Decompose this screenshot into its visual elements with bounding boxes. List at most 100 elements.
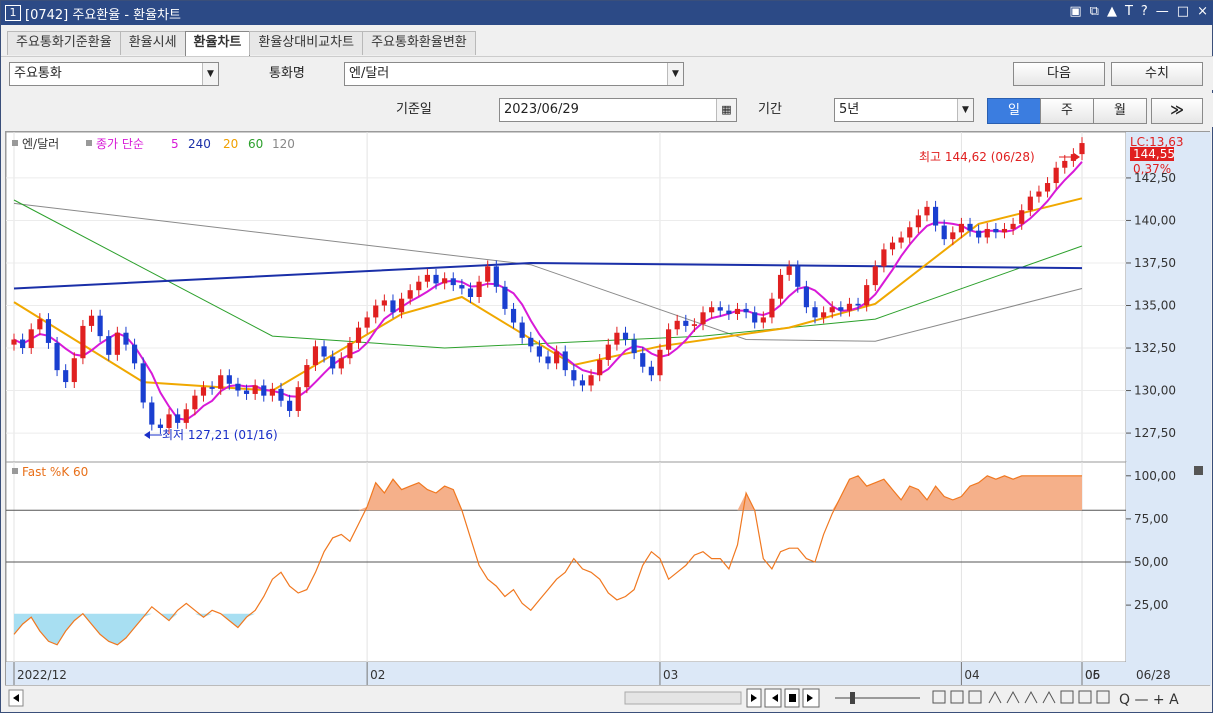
pitchfork-icon[interactable] bbox=[1042, 690, 1056, 704]
low-arrow-head-icon bbox=[144, 431, 150, 439]
value-button[interactable]: 수치 bbox=[1111, 62, 1203, 86]
candle-body bbox=[519, 322, 525, 338]
currency-select-value: 엔/달러 bbox=[349, 66, 390, 81]
tab-major-base-rate[interactable]: 주요통화기준환율 bbox=[7, 31, 121, 55]
chart-svg[interactable]: 142,50 140,00 137,50 135,00 132,50 130,00 127,… bbox=[5, 131, 1211, 686]
trendline-icon[interactable] bbox=[988, 690, 1002, 704]
candle-body bbox=[648, 366, 654, 376]
popout-icon[interactable]: ⧉ bbox=[1089, 4, 1099, 19]
minimize-button[interactable]: — bbox=[1155, 4, 1169, 19]
base-date-input[interactable]: 2023/06/29 ▦ bbox=[499, 98, 737, 122]
oscillator-tick-label: 75,00 bbox=[1134, 512, 1168, 526]
zoom-tools[interactable]: Q — + A bbox=[1119, 692, 1179, 708]
price-axis-bg bbox=[1126, 132, 1211, 462]
horizontal-scrollbar[interactable] bbox=[624, 691, 742, 705]
tab-rate-converter[interactable]: 주요통화환율변환 bbox=[362, 31, 476, 55]
candle-body bbox=[235, 383, 241, 391]
font-button[interactable]: T bbox=[1124, 4, 1133, 19]
oscillator-tick-label: 50,00 bbox=[1134, 555, 1168, 569]
arrow-left-icon bbox=[13, 694, 19, 702]
candle-body bbox=[424, 274, 431, 282]
erase-icon[interactable] bbox=[1060, 690, 1074, 704]
candle-body bbox=[467, 288, 474, 297]
overbought-fill bbox=[14, 475, 1082, 511]
candle-body bbox=[881, 249, 887, 267]
calendar-icon[interactable]: ▦ bbox=[716, 99, 736, 121]
candle-body bbox=[278, 388, 284, 401]
current-price: 144,55 bbox=[1133, 147, 1175, 161]
next-button[interactable]: 다음 bbox=[1013, 62, 1105, 86]
selector-row: 주요통화 ▼ 통화명 엔/달러 ▼ 다음 수치 bbox=[1, 56, 1213, 90]
chart-area[interactable]: 142,50 140,00 137,50 135,00 132,50 130,00 127,… bbox=[5, 131, 1211, 686]
period-label: 기간 bbox=[758, 102, 782, 117]
currency-select[interactable]: 엔/달러 ▼ bbox=[344, 62, 684, 86]
candles bbox=[11, 137, 1085, 434]
maximize-button[interactable]: □ bbox=[1176, 4, 1190, 19]
restore-icon[interactable]: ▣ bbox=[1069, 4, 1082, 19]
chevron-down-icon[interactable]: ▼ bbox=[957, 99, 973, 121]
chevron-down-icon[interactable]: ▼ bbox=[202, 63, 218, 85]
candle-body bbox=[915, 215, 921, 228]
legend-avg-label: 종가 단순 bbox=[96, 137, 144, 151]
candle-body bbox=[450, 278, 456, 286]
high-arrow-head-icon bbox=[1074, 153, 1080, 161]
candle-body bbox=[1044, 183, 1051, 192]
legend-period-240: 240 bbox=[188, 137, 211, 151]
candle-body bbox=[304, 365, 310, 388]
fib-icon[interactable] bbox=[1006, 690, 1020, 704]
candle-body bbox=[700, 312, 706, 325]
candle-body bbox=[338, 358, 344, 369]
pin-icon[interactable]: ▲ bbox=[1106, 4, 1117, 19]
save-chart-icon[interactable] bbox=[1078, 690, 1092, 704]
layout-icon[interactable] bbox=[932, 690, 946, 704]
candle-body bbox=[941, 225, 947, 240]
candle-body bbox=[390, 300, 396, 313]
pane-close-icon[interactable] bbox=[1194, 466, 1203, 475]
legend-period-60: 60 bbox=[248, 137, 263, 151]
current-price-badge bbox=[1130, 147, 1174, 161]
candle-body bbox=[683, 320, 689, 326]
candle-body bbox=[958, 223, 965, 233]
period-week-button[interactable]: 주 bbox=[1040, 98, 1094, 124]
ma240-line bbox=[13, 261, 1083, 290]
tab-rate-quotes[interactable]: 환율시세 bbox=[119, 31, 186, 55]
candle-body bbox=[657, 349, 663, 376]
ma120-line bbox=[13, 202, 1083, 342]
chevron-down-icon[interactable]: ▼ bbox=[667, 63, 683, 85]
overlay-icon[interactable] bbox=[968, 690, 982, 704]
channel-icon[interactable] bbox=[1024, 690, 1038, 704]
fast-k-line bbox=[13, 475, 1082, 646]
expand-button[interactable]: ≫ bbox=[1151, 98, 1203, 124]
candle-body bbox=[795, 266, 801, 287]
zoom-slider-handle[interactable] bbox=[850, 692, 855, 704]
candle-body bbox=[28, 329, 34, 349]
candle-body bbox=[80, 325, 86, 359]
candle-body bbox=[20, 339, 26, 349]
period-select[interactable]: 5년 ▼ bbox=[834, 98, 974, 122]
candle-body bbox=[63, 370, 69, 383]
candle-body bbox=[898, 237, 904, 243]
base-date-label: 기준일 bbox=[396, 102, 432, 117]
candle-body bbox=[140, 363, 146, 403]
close-button[interactable]: × bbox=[1197, 4, 1208, 19]
candle-body bbox=[355, 327, 362, 343]
candle-body bbox=[726, 310, 732, 315]
tab-rate-chart[interactable]: 환율차트 bbox=[184, 31, 251, 56]
group-select-value: 주요통화 bbox=[14, 66, 62, 81]
candle-body bbox=[984, 228, 990, 238]
group-select[interactable]: 주요통화 ▼ bbox=[9, 62, 219, 86]
split-icon[interactable] bbox=[950, 690, 964, 704]
candle-body bbox=[872, 266, 878, 286]
help-button[interactable]: ? bbox=[1140, 4, 1148, 19]
tab-relative-chart[interactable]: 환율상대비교차트 bbox=[249, 31, 364, 55]
candle-body bbox=[261, 385, 267, 396]
period-day-button[interactable]: 일 bbox=[987, 98, 1041, 124]
print-icon[interactable] bbox=[1096, 690, 1110, 704]
candle-body bbox=[803, 286, 809, 308]
candle-body bbox=[88, 315, 95, 326]
stop-icon bbox=[789, 694, 796, 702]
candle-body bbox=[864, 285, 870, 306]
period-month-button[interactable]: 월 bbox=[1093, 98, 1147, 124]
candle-body bbox=[967, 223, 973, 231]
candle-body bbox=[838, 307, 844, 311]
